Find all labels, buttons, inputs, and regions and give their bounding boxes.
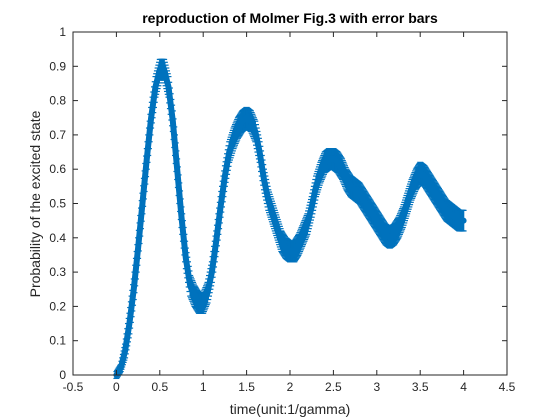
x-tick-label: 3 (373, 380, 380, 394)
x-tick-label: 4.5 (499, 380, 516, 394)
x-tick-label: 0 (113, 380, 120, 394)
x-axis-label: time(unit:1/gamma) (230, 401, 351, 417)
y-axis-label: Probability of the excited state (27, 110, 43, 297)
y-tick-label: 0.3 (49, 265, 66, 279)
x-tick-label: 4 (460, 380, 467, 394)
x-tick-label: 3.5 (412, 380, 429, 394)
plot-area (113, 58, 467, 380)
y-tick-label: 1 (59, 25, 66, 39)
y-tick-label: 0.8 (49, 94, 66, 108)
x-tick-label: 1.5 (238, 380, 255, 394)
y-tick-label: 0.5 (49, 197, 66, 211)
axes: -0.5 0 0.5 1 1.5 2 2.5 3 3.5 4 4.500.10.20.30.40.5… (49, 25, 515, 394)
y-tick-label: 0.7 (49, 128, 66, 142)
y-tick-label: 0 (59, 368, 66, 382)
x-tick-label: 2.5 (325, 380, 342, 394)
y-tick-label: 0.1 (49, 334, 66, 348)
x-tick-label: 1 (200, 380, 207, 394)
x-tick-label: 2 (287, 380, 294, 394)
y-tick-label: 0.6 (49, 162, 66, 176)
y-tick-label: 0.2 (49, 299, 66, 313)
x-tick-label: 0.5 (151, 380, 168, 394)
y-tick-label: 0.4 (49, 231, 66, 245)
x-tick-label: -0.5 (63, 380, 84, 394)
chart-title: reproduction of Molmer Fig.3 with error … (142, 10, 438, 26)
y-tick-label: 0.9 (49, 59, 66, 73)
series-0 (113, 58, 467, 380)
